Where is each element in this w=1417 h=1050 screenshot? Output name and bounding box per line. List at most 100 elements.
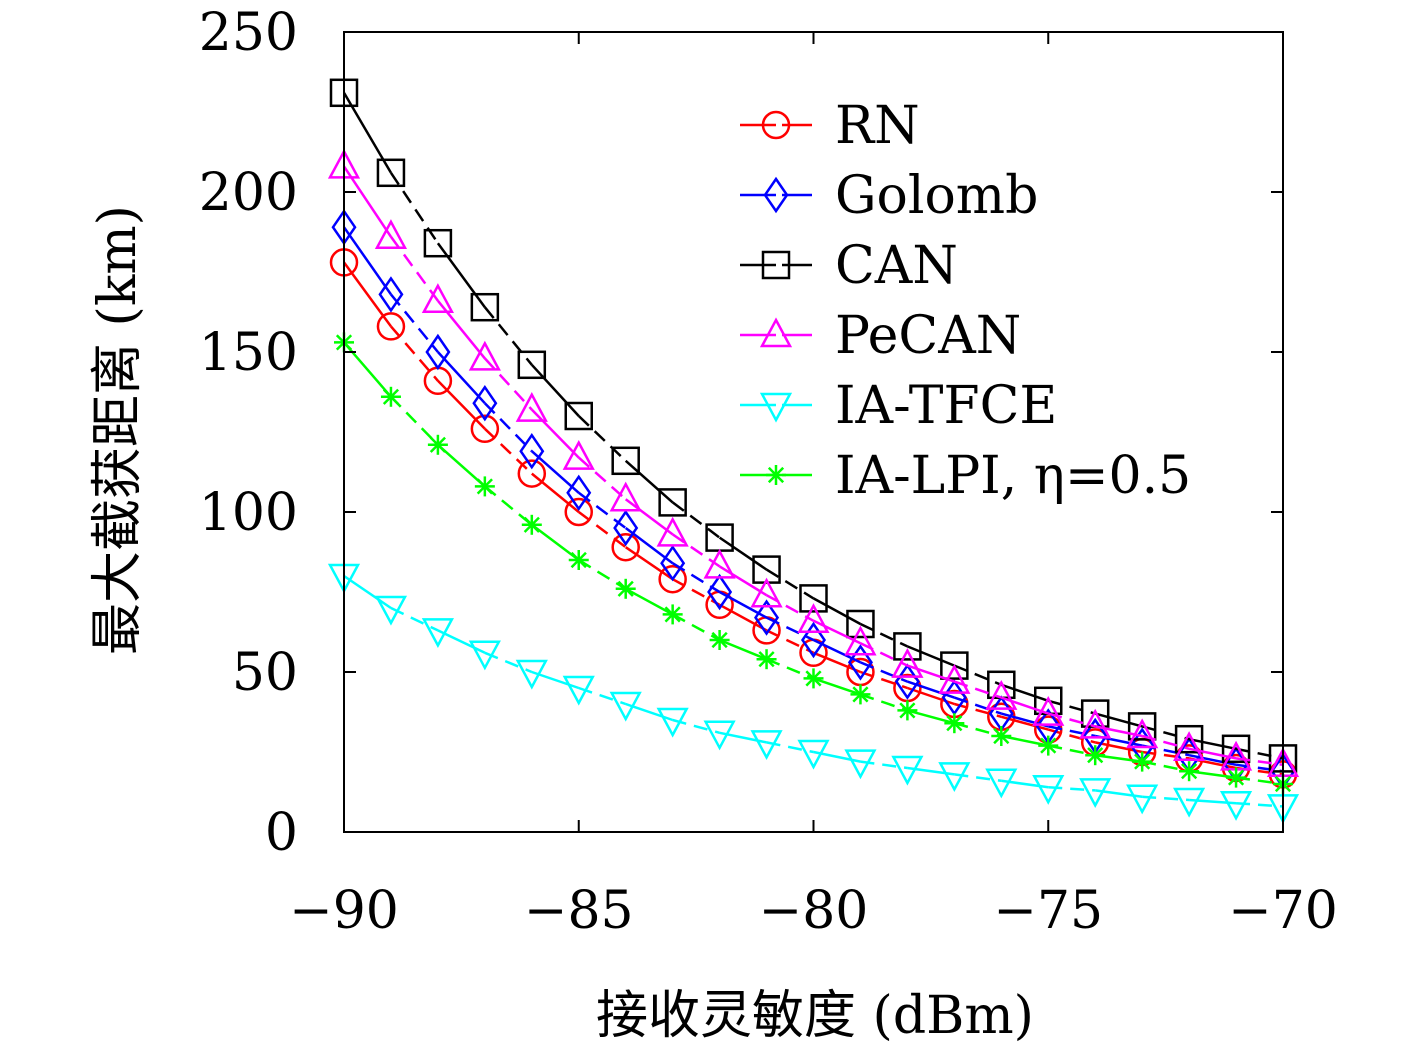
series-line-segment xyxy=(812,597,862,626)
data-point xyxy=(1132,751,1153,772)
legend-marker xyxy=(761,250,791,280)
series-line-segment xyxy=(860,693,908,712)
series-line-segment xyxy=(436,242,486,308)
asterisk-stroke xyxy=(758,651,775,668)
series-line-segment xyxy=(671,533,721,568)
asterisk-stroke xyxy=(382,388,400,405)
data-point xyxy=(1079,778,1112,809)
data-point xyxy=(562,675,595,706)
series-line-segment xyxy=(953,680,1002,699)
asterisk-stroke xyxy=(664,606,681,623)
legend-item-rn: RN xyxy=(740,96,920,156)
series-line-segment xyxy=(437,443,486,488)
asterisk-stroke xyxy=(1040,737,1057,754)
data-point xyxy=(472,384,498,422)
y-tick-label: 50 xyxy=(232,643,298,703)
series-line-segment xyxy=(577,415,627,462)
series-line-segment xyxy=(578,510,627,549)
data-point xyxy=(421,618,454,649)
data-point xyxy=(613,509,639,547)
series-line-segment xyxy=(390,395,439,446)
series-pecan xyxy=(327,148,1300,778)
series-line-segment xyxy=(813,677,861,696)
series-line-segment xyxy=(1141,725,1190,741)
data-point xyxy=(427,434,448,455)
data-point xyxy=(985,768,1018,799)
series-line-segment xyxy=(483,357,533,411)
asterisk-stroke xyxy=(993,727,1010,745)
asterisk-stroke xyxy=(476,478,493,495)
data-point xyxy=(611,446,640,476)
data-point xyxy=(378,276,404,313)
data-point xyxy=(754,599,780,636)
x-tick-label: −75 xyxy=(993,881,1103,941)
asterisk-stroke xyxy=(852,686,869,703)
legend-label: PeCAN xyxy=(835,306,1021,366)
series-line-segment xyxy=(342,226,392,296)
series-line-segment xyxy=(577,456,627,501)
series-line-segment xyxy=(1094,712,1143,728)
data-point xyxy=(844,749,877,780)
data-point xyxy=(991,726,1012,746)
series-line-segment xyxy=(719,638,768,661)
series-line-segment xyxy=(766,658,814,680)
data-point xyxy=(703,720,736,751)
data-point xyxy=(519,432,545,470)
data-point xyxy=(1126,718,1159,749)
asterisk-stroke xyxy=(1087,747,1104,764)
legend-label: IA-TFCE xyxy=(835,376,1057,436)
data-point xyxy=(1127,712,1157,741)
data-point xyxy=(376,312,406,341)
y-axis-title: 最大截获距离 (km) xyxy=(88,205,148,655)
legend: RN Golomb CAN PeCAN IA-TFCE IA-LPI, η=0.5 xyxy=(740,96,1191,506)
x-tick-label: −85 xyxy=(524,881,634,941)
series-line-segment xyxy=(343,341,392,398)
series-line-segment xyxy=(954,721,1002,738)
series-line-segment xyxy=(1141,750,1190,760)
data-point xyxy=(658,564,687,594)
data-point xyxy=(566,474,592,512)
series-line-segment xyxy=(765,568,815,600)
data-point xyxy=(891,755,924,786)
series-line-segment xyxy=(437,629,486,654)
series-can xyxy=(329,78,1298,773)
series-line-segment xyxy=(954,702,1002,719)
data-point xyxy=(797,603,830,634)
data-point xyxy=(846,609,875,639)
data-point xyxy=(611,532,640,562)
y-tick-label: 0 xyxy=(265,803,298,863)
y-tick-label: 100 xyxy=(199,483,298,543)
data-point xyxy=(893,632,922,661)
series-line-segment xyxy=(718,536,768,571)
asterisk-stroke xyxy=(1227,769,1245,786)
series-line-segment xyxy=(1000,683,1049,702)
data-point xyxy=(703,548,736,579)
series-line-segment xyxy=(672,613,721,642)
data-point xyxy=(756,649,777,670)
data-point xyxy=(609,691,642,722)
data-point xyxy=(1079,708,1112,739)
data-point xyxy=(517,350,547,380)
data-point xyxy=(421,283,454,314)
data-point xyxy=(938,663,971,694)
data-point xyxy=(423,228,453,258)
y-tick-label: 200 xyxy=(199,163,298,223)
data-point xyxy=(1173,731,1206,762)
data-point xyxy=(568,550,589,570)
series-line-segment xyxy=(1141,760,1190,773)
x-tick-label: −90 xyxy=(289,881,399,941)
series-line-segment xyxy=(624,459,674,504)
data-point xyxy=(850,684,871,705)
x-tick-label: −70 xyxy=(1228,881,1338,941)
data-point xyxy=(521,514,542,535)
series-line-segment xyxy=(483,306,533,366)
asterisk-stroke xyxy=(429,436,446,453)
data-point xyxy=(609,481,642,512)
legend-item-can: CAN xyxy=(740,236,958,296)
x-tick-label: −80 xyxy=(759,881,869,941)
y-tick-label: 250 xyxy=(199,3,298,63)
data-point xyxy=(938,762,971,793)
series-ia-tfce xyxy=(327,563,1300,825)
data-point xyxy=(1173,787,1206,818)
data-point xyxy=(1221,734,1251,764)
